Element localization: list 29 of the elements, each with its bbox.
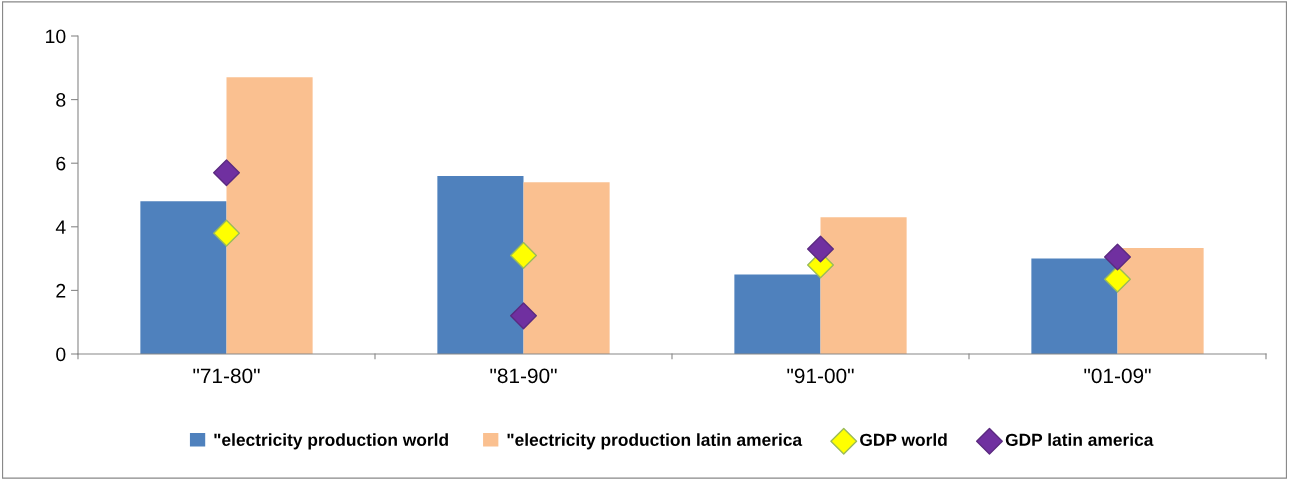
y-tick-label: 4 bbox=[55, 220, 66, 234]
bar bbox=[226, 77, 313, 354]
point bbox=[213, 159, 240, 187]
x-tick-label: "71-80" bbox=[193, 368, 260, 384]
point bbox=[510, 241, 537, 269]
point bbox=[510, 302, 537, 330]
legend-label: GDP latin america bbox=[1005, 433, 1154, 446]
bar bbox=[140, 201, 227, 354]
legend-label: "electricity production latin america bbox=[507, 433, 803, 450]
bar bbox=[523, 182, 610, 354]
x-tick-label: "91-00" bbox=[787, 368, 854, 384]
y-tick-label: 10 bbox=[46, 29, 66, 44]
point bbox=[1104, 243, 1131, 271]
x-tick-label: "81-90" bbox=[490, 368, 557, 384]
point bbox=[1104, 265, 1131, 293]
y-tick-label: 2 bbox=[56, 283, 66, 298]
legend-label: GDP world bbox=[860, 433, 947, 446]
point bbox=[213, 219, 240, 247]
bar bbox=[734, 274, 821, 354]
bar bbox=[1031, 258, 1118, 354]
bar bbox=[1117, 248, 1204, 354]
y-tick-label: 6 bbox=[56, 156, 66, 171]
y-tick-label: 8 bbox=[56, 93, 66, 107]
y-tick-label: 0 bbox=[56, 347, 66, 362]
legend-label: "electricity production world bbox=[214, 433, 448, 450]
x-tick-label: "01-09" bbox=[1084, 368, 1151, 384]
bar bbox=[437, 175, 524, 354]
bar bbox=[820, 217, 907, 354]
point bbox=[807, 235, 834, 263]
